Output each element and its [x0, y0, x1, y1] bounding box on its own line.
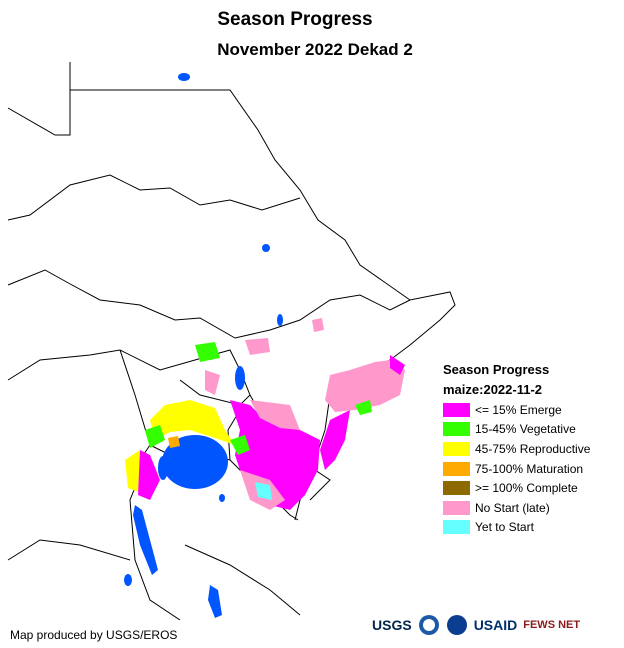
season-zones	[125, 318, 405, 510]
legend-label: <= 15% Emerge	[475, 402, 562, 417]
nasa-logo-icon	[446, 615, 467, 635]
legend-title: Season Progress	[443, 362, 550, 377]
lake-mweru	[124, 574, 132, 586]
usgs-logo: USGS	[372, 617, 412, 633]
lake-turkana	[235, 366, 245, 390]
legend-item: >= 100% Complete	[443, 478, 590, 498]
lake-kivu-albert	[158, 456, 168, 480]
border-uganda-sudan	[179, 379, 251, 406]
legend-item: 75-100% Maturation	[443, 459, 590, 479]
credit-text: Map produced by USGS/EROS	[10, 628, 178, 642]
logo-strip: USGS USAID FEWS NET	[372, 614, 580, 636]
legend-label: 45-75% Reproductive	[475, 441, 591, 456]
zone-late-uganda	[205, 370, 220, 395]
map-subtitle: November 2022 Dekad 2	[217, 40, 413, 59]
border-egypt-libya	[7, 62, 71, 136]
lake-small-1	[219, 494, 225, 502]
zone-vegetative-uganda	[145, 425, 165, 448]
legend-swatch	[443, 461, 470, 476]
border-coast-east	[70, 89, 456, 521]
border-sudan-north	[7, 174, 301, 221]
noaa-logo-icon	[418, 615, 439, 635]
legend-item: No Start (late)	[443, 498, 590, 518]
map-canvas	[7, 62, 456, 620]
legend: Season Progress maize:2022-11-2 <= 15% E…	[443, 360, 590, 537]
legend-item: Yet to Start	[443, 518, 590, 538]
fews-net-logo: FEWS NET	[523, 619, 581, 631]
lake-rift-1	[277, 314, 283, 326]
legend-label: Yet to Start	[475, 520, 534, 535]
lake-tanganyika	[133, 505, 158, 575]
border-zambia	[184, 544, 301, 616]
zone-late-kenya	[250, 400, 300, 430]
zone-late-ethiopia-2	[312, 318, 324, 332]
legend-swatch	[443, 422, 470, 437]
legend-label: >= 100% Complete	[475, 481, 578, 496]
legend-subtitle: maize:2022-11-2	[443, 382, 543, 397]
legend-label: 75-100% Maturation	[475, 461, 584, 476]
legend-swatch	[443, 481, 470, 496]
legend-swatch	[443, 402, 470, 417]
lake-victoria	[162, 435, 228, 489]
legend-item: <= 15% Emerge	[443, 400, 590, 420]
lake-malawi	[208, 585, 222, 618]
border-angola	[7, 539, 131, 561]
legend-item: 15-45% Vegetative	[443, 420, 590, 440]
legend-label: No Start (late)	[475, 500, 550, 515]
map-title: Season Progress	[217, 9, 373, 30]
zone-yet-to-start	[255, 482, 272, 500]
zone-vegetative-ss	[195, 342, 220, 362]
lake-nasser	[178, 73, 190, 81]
zone-emerge-somalia-n	[390, 355, 405, 375]
zone-reproductive-uganda	[150, 400, 235, 445]
zone-maturation	[168, 436, 180, 448]
border-south-sudan	[7, 349, 251, 396]
zone-late-somalia	[325, 360, 405, 412]
legend-swatch	[443, 520, 470, 535]
border-sudan-south	[7, 269, 411, 339]
border-drc-uganda	[119, 349, 151, 446]
usaid-logo: USAID	[473, 617, 518, 633]
legend-swatch	[443, 441, 470, 456]
legend-item: 45-75% Reproductive	[443, 439, 590, 459]
legend-label: 15-45% Vegetative	[475, 422, 576, 437]
zone-vegetative-kenya	[230, 435, 250, 455]
zone-emerge-west	[138, 450, 160, 500]
legend-swatch	[443, 500, 470, 515]
legend-rows: <= 15% Emerge 15-45% Vegetative 45-75% Rep…	[443, 400, 590, 537]
zone-vegetative-somalia	[355, 400, 372, 415]
zone-emerge-coast	[320, 410, 350, 470]
lake-tana	[262, 244, 270, 252]
country-borders	[7, 62, 456, 620]
zone-late-ethiopia	[245, 338, 270, 355]
